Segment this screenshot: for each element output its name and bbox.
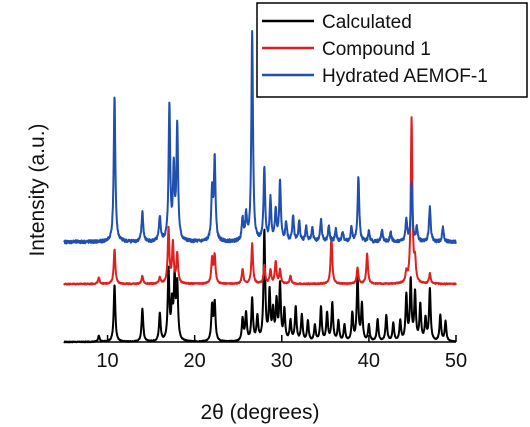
x-tick-label: 20 [184,350,206,372]
x-tick-label: 30 [271,350,293,372]
series-line-compound-1 [63,116,457,286]
legend-label-compound-1: Compound 1 [322,39,431,60]
legend-label-hydrated-aemof-1: Hydrated AEMOF-1 [322,66,488,87]
legend-label-calculated: Calculated [322,12,412,33]
x-tick-label: 40 [358,350,380,372]
x-tick-group: 10 20 30 40 50 [96,335,467,372]
series-line-calculated [63,228,457,344]
x-axis-title: 2θ (degrees) [200,401,319,424]
series-line-hydrated-aemof-1 [63,30,457,245]
legend: Calculated Compound 1 Hydrated AEMOF-1 [256,2,528,98]
x-tick-label: 50 [445,350,467,372]
legend-frame [256,2,528,98]
y-axis-title: Intensity (a.u.) [26,123,49,256]
x-tick-label: 10 [96,350,118,372]
